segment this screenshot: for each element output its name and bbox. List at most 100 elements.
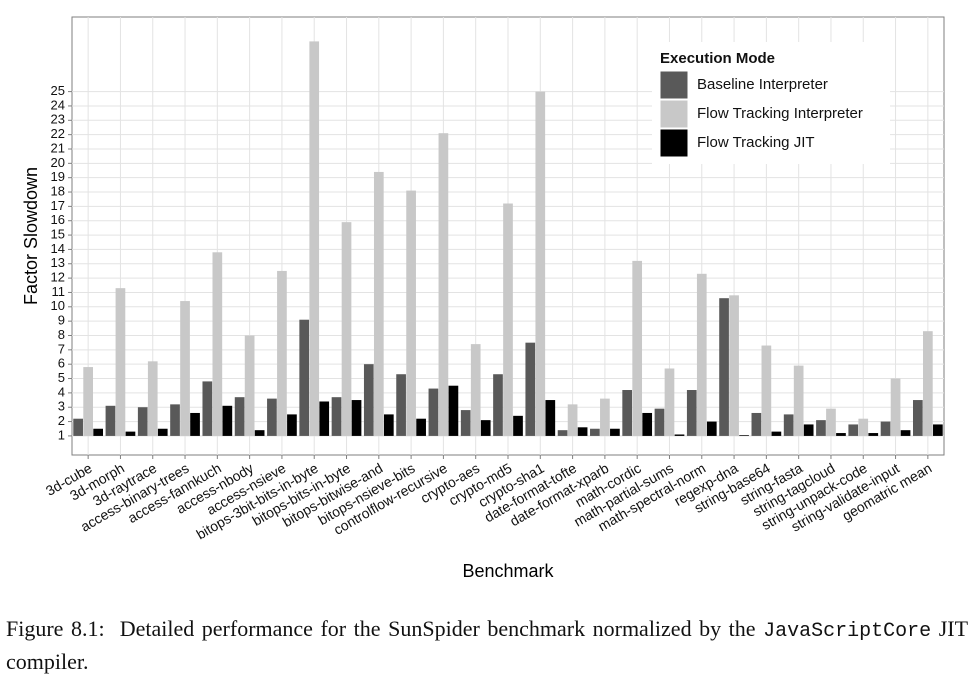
bar	[836, 433, 846, 436]
figure-caption: Figure 8.1: Detailed performance for the…	[6, 614, 968, 677]
bar	[793, 365, 804, 436]
bar	[244, 335, 255, 436]
bar	[351, 400, 362, 436]
bar	[319, 401, 330, 436]
bar	[868, 433, 879, 436]
y-tick-label: 23	[51, 112, 65, 127]
y-tick-label: 21	[51, 140, 65, 155]
caption-text: Detailed performance for the SunSpider b…	[119, 616, 756, 641]
y-tick-label: 6	[58, 356, 65, 371]
legend-key	[659, 99, 689, 129]
bar	[739, 435, 749, 436]
y-tick-label: 8	[58, 327, 65, 342]
y-tick-label: 5	[58, 370, 65, 385]
bar	[341, 222, 352, 436]
bar	[493, 374, 503, 436]
bar	[761, 345, 772, 436]
bar	[923, 331, 933, 436]
bar	[125, 431, 136, 436]
y-tick-label: 22	[51, 126, 65, 141]
bar	[751, 412, 762, 436]
bar	[460, 410, 471, 436]
bar	[632, 260, 643, 436]
bar	[706, 421, 717, 436]
bar	[470, 344, 481, 436]
bar	[622, 390, 633, 436]
bar	[858, 418, 869, 436]
bar	[848, 424, 859, 436]
bar	[912, 400, 923, 436]
y-tick-label: 16	[51, 212, 65, 227]
bar	[803, 424, 814, 436]
bar	[363, 364, 374, 436]
bar	[438, 133, 449, 436]
bar	[654, 408, 665, 436]
y-tick-label: 14	[51, 241, 65, 256]
caption-code: JavaScriptCore	[763, 620, 932, 643]
bar	[202, 381, 213, 436]
bar	[557, 430, 568, 436]
bar	[406, 190, 416, 436]
bar	[180, 301, 190, 436]
y-axis-title: Factor Slowdown	[21, 167, 41, 305]
bar	[73, 418, 83, 436]
bar	[816, 420, 826, 436]
bar	[267, 398, 277, 436]
bar	[567, 404, 578, 436]
bar	[600, 398, 610, 436]
bar	[93, 428, 104, 436]
y-tick-label: 12	[51, 270, 65, 285]
y-tick-label: 3	[58, 399, 65, 414]
caption-label: Figure 8.1:	[6, 616, 105, 641]
bar	[83, 367, 93, 436]
bar	[771, 431, 782, 436]
bar	[719, 298, 729, 436]
bar	[396, 374, 406, 436]
bar	[309, 41, 320, 436]
bar	[277, 270, 287, 436]
legend-title: Execution Mode	[660, 50, 775, 67]
bar	[525, 342, 536, 436]
bar	[383, 414, 394, 436]
legend-label: Flow Tracking JIT	[697, 134, 815, 151]
y-tick-label: 18	[51, 183, 65, 198]
bar	[331, 397, 342, 436]
bar	[577, 427, 588, 436]
y-tick-label: 20	[51, 155, 65, 170]
bar	[783, 414, 794, 436]
bar	[503, 203, 513, 436]
bar	[513, 415, 523, 436]
y-tick-label: 15	[51, 227, 65, 242]
legend-label: Flow Tracking Interpreter	[697, 105, 863, 122]
bar	[674, 434, 685, 436]
chart: Benchmark Factor Slowdown 12345678910111…	[21, 16, 945, 581]
y-tick-label: 13	[51, 255, 65, 270]
bar	[545, 400, 556, 436]
bar	[696, 273, 707, 436]
bar	[826, 408, 836, 436]
bar	[664, 368, 675, 436]
bar	[222, 405, 233, 436]
legend-key	[659, 128, 689, 158]
legend-label: Baseline Interpreter	[697, 76, 828, 93]
bar	[157, 428, 168, 436]
legend-key	[659, 70, 689, 100]
y-tick-label: 11	[52, 284, 66, 299]
bar	[234, 397, 245, 436]
y-tick-label: 1	[58, 427, 65, 442]
bar	[642, 412, 653, 436]
bar	[373, 171, 384, 436]
bar	[480, 420, 491, 436]
bar	[190, 412, 200, 436]
bar	[115, 288, 126, 436]
y-tick-label: 19	[51, 169, 65, 184]
bar	[729, 295, 739, 436]
legend-box	[652, 42, 890, 164]
bar	[212, 252, 223, 436]
bar	[147, 361, 158, 436]
y-tick-label: 7	[58, 341, 65, 356]
y-tick-label: 17	[51, 198, 65, 213]
y-tick-label: 2	[58, 413, 65, 428]
bar	[933, 424, 943, 436]
